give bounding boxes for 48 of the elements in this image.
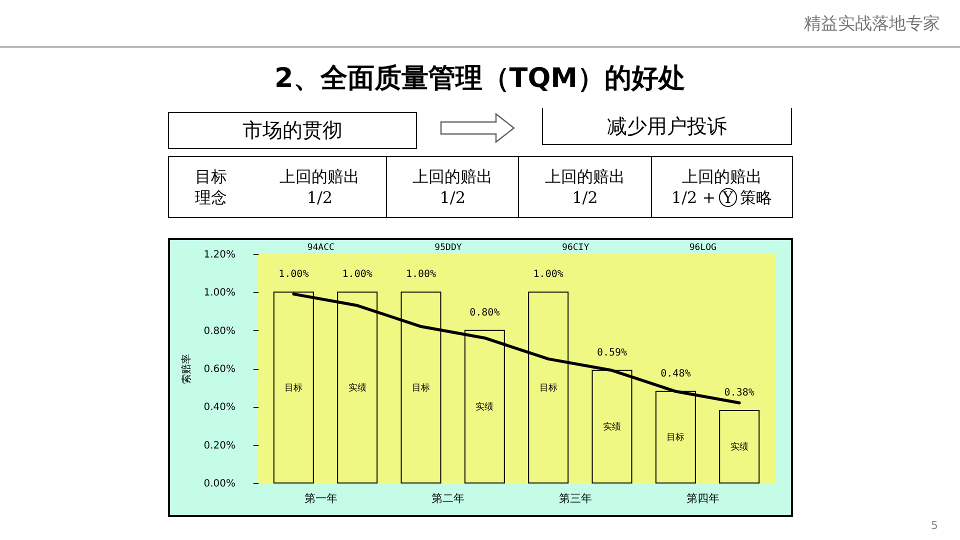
text: 市场的贯彻	[168, 112, 417, 149]
data-label: 1.00%	[342, 269, 372, 280]
text: 第三年	[559, 492, 592, 505]
chart-title: 2、全面质量管理（TQM）的好处	[273, 62, 687, 96]
y-tick-label: 0.60%	[204, 364, 236, 375]
text: Y	[718, 188, 738, 207]
x-tick-label: 目标	[412, 382, 430, 394]
y-tick-label: 1.00%	[204, 288, 236, 299]
y-tick-label: 0.40%	[204, 402, 236, 414]
text: 96CIY	[562, 243, 590, 253]
data-label: 0.48%	[660, 368, 691, 380]
text: 上回的赔出	[412, 166, 493, 187]
data-label: 1.00%	[278, 269, 309, 280]
text: 1/2 +	[671, 188, 716, 207]
y-tick-label: 1.20%	[204, 250, 236, 260]
text: 1/2	[572, 187, 598, 208]
x-tick-label: 实绩	[730, 442, 748, 453]
data-label: 0.59%	[596, 347, 628, 358]
y-tick-label: 0.80%	[204, 326, 236, 337]
text: 1/2	[306, 187, 333, 208]
text: 目标	[195, 166, 228, 187]
data-label: 1.00%	[406, 269, 436, 280]
x-tick-label: 实绩	[603, 422, 622, 433]
x-tick-label: 目标	[539, 382, 558, 394]
y-tick-label: 0.20%	[204, 440, 236, 452]
data-label: 1.00%	[533, 269, 564, 280]
text: 96LOG	[689, 243, 716, 253]
text: 理念	[195, 187, 228, 208]
text: 上回的赔出	[682, 166, 762, 187]
text: 策略	[740, 188, 772, 207]
y-axis-title: 索赔率	[180, 354, 193, 384]
data-label: 0.80%	[470, 307, 500, 318]
text: 第四年	[686, 492, 720, 505]
text: 第一年	[304, 492, 338, 505]
text: 1/2	[440, 187, 466, 208]
text: 5	[931, 519, 938, 532]
text: 第二年	[432, 492, 465, 505]
text: 减少用户投诉	[542, 108, 792, 145]
text: 上回的赔出	[544, 166, 625, 187]
y-tick-label: 0.00%	[204, 478, 236, 490]
x-tick-label: 目标	[284, 382, 303, 394]
data-label: 0.38%	[724, 387, 754, 398]
x-tick-label: 实绩	[476, 402, 494, 413]
text: 精益实战落地专家	[804, 13, 940, 35]
x-tick-label: 实绩	[348, 382, 366, 394]
text: 94ACC	[307, 243, 334, 253]
text: 95DDY	[434, 243, 462, 253]
text: 上回的赔出	[280, 166, 360, 187]
